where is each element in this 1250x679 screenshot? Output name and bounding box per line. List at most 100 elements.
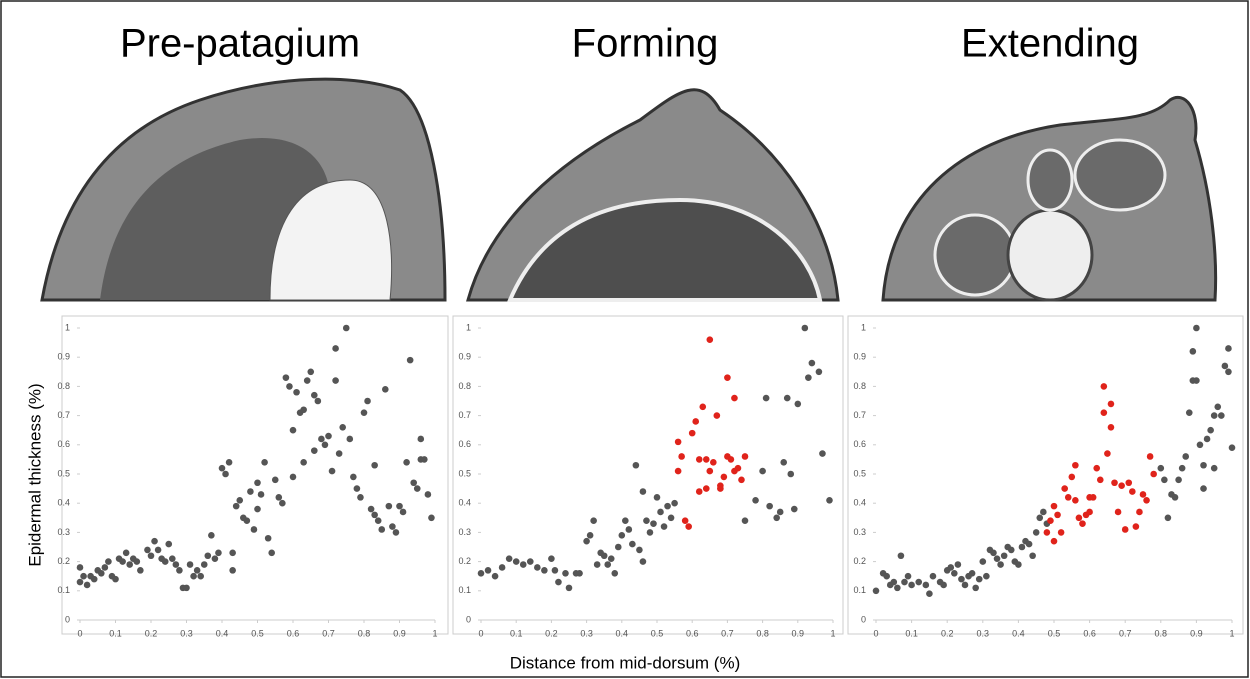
data-point <box>307 368 315 376</box>
data-point <box>590 517 597 525</box>
data-point <box>1207 426 1214 434</box>
data-point <box>702 456 710 463</box>
data-point <box>926 590 933 598</box>
data-point <box>200 561 208 568</box>
data-point <box>392 529 400 536</box>
data-point <box>197 572 204 580</box>
y-tick-label: 0 <box>466 614 471 624</box>
data-point <box>1136 508 1143 516</box>
data-point <box>1200 485 1207 492</box>
x-tick-label: 0.8 <box>358 628 371 638</box>
data-point <box>325 432 332 440</box>
data-point <box>229 549 236 557</box>
data-point <box>105 558 112 565</box>
data-point <box>424 491 432 498</box>
data-point <box>555 578 562 586</box>
data-point <box>1193 324 1200 332</box>
data-point <box>218 464 226 472</box>
x-tick-label: 0 <box>77 628 82 638</box>
data-point <box>695 488 703 495</box>
y-tick-label: 0.8 <box>57 381 70 391</box>
data-point <box>371 511 378 519</box>
x-tick-label: 0.3 <box>977 628 990 638</box>
data-point <box>607 555 615 562</box>
data-point <box>622 517 629 525</box>
data-point <box>653 494 661 501</box>
data-point <box>562 569 569 577</box>
chart-title: Forming <box>572 22 719 66</box>
data-point <box>1015 561 1022 568</box>
data-point <box>364 397 371 405</box>
data-point <box>576 569 583 577</box>
data-point <box>534 564 541 571</box>
data-point <box>371 461 378 469</box>
data-point <box>186 561 194 568</box>
x-tick-label: 0.7 <box>322 628 335 638</box>
data-point <box>112 575 119 583</box>
data-point <box>674 438 682 446</box>
data-point <box>271 476 279 484</box>
data-point <box>1171 494 1179 501</box>
x-tick-label: 0.1 <box>109 628 122 638</box>
data-point <box>268 549 276 557</box>
data-point <box>674 467 682 475</box>
data-point <box>1114 508 1122 516</box>
data-point <box>374 517 382 525</box>
data-point <box>1036 514 1044 522</box>
data-point <box>264 534 272 542</box>
data-point <box>639 488 647 495</box>
histology-images <box>40 77 1218 302</box>
data-point <box>385 502 393 510</box>
data-point <box>1111 479 1118 487</box>
data-point <box>261 459 268 466</box>
data-point <box>332 377 339 384</box>
data-point <box>1164 514 1172 522</box>
data-point <box>378 526 386 533</box>
data-point <box>583 537 590 545</box>
data-point <box>314 397 322 405</box>
data-point <box>1079 520 1086 527</box>
data-point <box>144 546 151 554</box>
data-point <box>176 567 183 574</box>
data-point <box>901 578 908 586</box>
data-point <box>1178 464 1186 472</box>
data-point <box>484 567 492 574</box>
data-point <box>951 569 958 577</box>
data-point <box>1050 502 1058 510</box>
data-point <box>183 584 190 592</box>
chart-title: Pre-patagium <box>120 22 360 66</box>
data-point <box>101 564 109 571</box>
data-point <box>1225 368 1232 376</box>
data-point <box>1093 464 1101 472</box>
data-point <box>929 572 937 580</box>
data-point <box>699 403 707 411</box>
y-tick-label: 0.8 <box>853 381 866 391</box>
data-point <box>76 564 84 571</box>
data-point <box>819 450 826 457</box>
data-point <box>632 461 640 469</box>
data-point <box>551 567 559 574</box>
y-tick-label: 0.7 <box>853 410 866 420</box>
data-point <box>741 453 749 460</box>
data-point <box>133 558 141 565</box>
data-point <box>1146 453 1154 460</box>
data-point <box>303 377 311 384</box>
data-point <box>1064 494 1072 501</box>
data-point <box>586 532 594 539</box>
data-point <box>975 575 983 583</box>
data-point <box>1161 476 1168 484</box>
data-point <box>940 581 947 589</box>
data-point <box>908 581 915 589</box>
data-point <box>190 572 197 580</box>
x-tick-label: 0.2 <box>545 628 558 638</box>
data-point <box>1196 441 1204 449</box>
data-point <box>759 467 766 475</box>
data-point <box>147 552 155 560</box>
y-tick-label: 0.6 <box>458 439 471 449</box>
chart-title: Extending <box>961 22 1139 66</box>
data-point <box>639 558 647 565</box>
x-tick-label: 0.7 <box>721 628 734 638</box>
y-tick-label: 0.6 <box>853 439 866 449</box>
data-point <box>1025 540 1033 548</box>
data-point <box>695 456 703 463</box>
